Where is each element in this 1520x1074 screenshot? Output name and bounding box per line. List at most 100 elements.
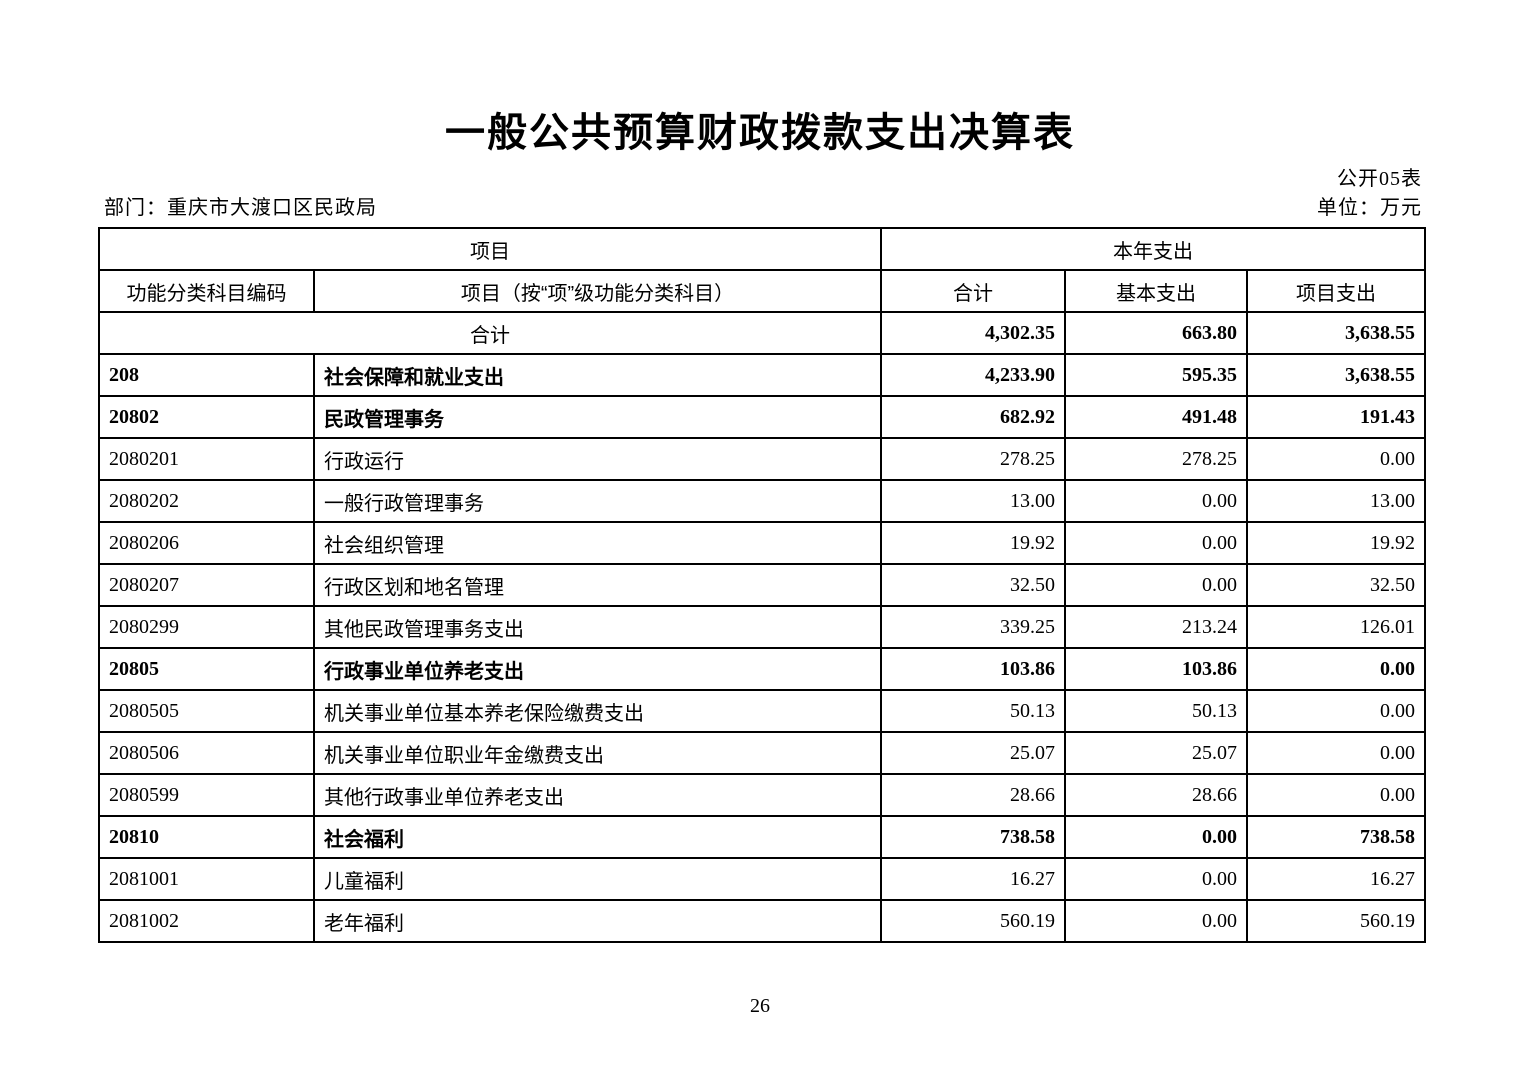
header-column-row: 功能分类科目编码 项目（按“项”级功能分类科目） 合计 基本支出 项目支出 <box>98 269 1427 313</box>
table-row: 2080506 机关事业单位职业年金缴费支出 25.07 25.07 0.00 <box>98 731 1427 775</box>
cell-total: 682.92 <box>880 395 1066 439</box>
cell-total: 4,233.90 <box>880 353 1066 397</box>
cell-basic: 0.00 <box>1064 899 1248 943</box>
cell-item: 一般行政管理事务 <box>313 479 882 523</box>
cell-total: 19.92 <box>880 521 1066 565</box>
cell-item: 行政区划和地名管理 <box>313 563 882 607</box>
cell-total: 278.25 <box>880 437 1066 481</box>
cell-total: 339.25 <box>880 605 1066 649</box>
cell-project: 3,638.55 <box>1245 353 1427 397</box>
cell-code: 2080599 <box>98 773 315 817</box>
cell-total: 28.66 <box>880 773 1066 817</box>
cell-project: 13.00 <box>1245 479 1427 523</box>
cell-total: 103.86 <box>880 647 1066 691</box>
cell-code: 2081002 <box>98 899 315 943</box>
table-row: 2081001 儿童福利 16.27 0.00 16.27 <box>98 857 1427 901</box>
cell-code: 208 <box>98 353 315 397</box>
cell-project: 19.92 <box>1245 521 1427 565</box>
header-code-column: 功能分类科目编码 <box>98 269 315 313</box>
table-row: 2080299 其他民政管理事务支出 339.25 213.24 126.01 <box>98 605 1427 649</box>
cell-basic: 213.24 <box>1064 605 1248 649</box>
cell-code: 2080505 <box>98 689 315 733</box>
cell-total: 50.13 <box>880 689 1066 733</box>
cell-basic: 595.35 <box>1064 353 1248 397</box>
cell-item: 社会福利 <box>313 815 882 859</box>
cell-project: 191.43 <box>1245 395 1427 439</box>
total-row-label: 合计 <box>98 311 882 355</box>
cell-item: 其他行政事业单位养老支出 <box>313 773 882 817</box>
cell-code: 2080202 <box>98 479 315 523</box>
header-project-column: 项目支出 <box>1245 269 1427 313</box>
cell-project: 0.00 <box>1245 773 1427 817</box>
cell-project: 0.00 <box>1245 689 1427 733</box>
table-row: 2080505 机关事业单位基本养老保险缴费支出 50.13 50.13 0.0… <box>98 689 1427 733</box>
cell-basic: 0.00 <box>1064 521 1248 565</box>
cell-total: 738.58 <box>880 815 1066 859</box>
budget-table: 项目 本年支出 功能分类科目编码 项目（按“项”级功能分类科目） 合计 基本支出… <box>98 227 1427 943</box>
cell-project: 0.00 <box>1245 437 1427 481</box>
cell-code: 20802 <box>98 395 315 439</box>
cell-total: 32.50 <box>880 563 1066 607</box>
total-row-total: 4,302.35 <box>880 311 1066 355</box>
cell-code: 2081001 <box>98 857 315 901</box>
table-row: 208 社会保障和就业支出 4,233.90 595.35 3,638.55 <box>98 353 1427 397</box>
department-label: 部门：重庆市大渡口区民政局 <box>104 197 377 219</box>
cell-item: 机关事业单位基本养老保险缴费支出 <box>313 689 882 733</box>
header-basic-column: 基本支出 <box>1064 269 1248 313</box>
cell-item: 行政事业单位养老支出 <box>313 647 882 691</box>
table-row: 20810 社会福利 738.58 0.00 738.58 <box>98 815 1427 859</box>
cell-total: 25.07 <box>880 731 1066 775</box>
cell-basic: 25.07 <box>1064 731 1248 775</box>
cell-code: 2080206 <box>98 521 315 565</box>
cell-basic: 0.00 <box>1064 815 1248 859</box>
cell-item: 其他民政管理事务支出 <box>313 605 882 649</box>
cell-code: 2080506 <box>98 731 315 775</box>
cell-project: 16.27 <box>1245 857 1427 901</box>
header-current-year-group: 本年支出 <box>879 227 1427 271</box>
cell-project: 126.01 <box>1245 605 1427 649</box>
table-row: 20802 民政管理事务 682.92 491.48 191.43 <box>98 395 1427 439</box>
total-row-basic: 663.80 <box>1064 311 1248 355</box>
cell-code: 2080201 <box>98 437 315 481</box>
cell-project: 32.50 <box>1245 563 1427 607</box>
cell-basic: 491.48 <box>1064 395 1248 439</box>
total-row: 合计 4,302.35 663.80 3,638.55 <box>98 311 1427 355</box>
table-row: 20805 行政事业单位养老支出 103.86 103.86 0.00 <box>98 647 1427 691</box>
cell-item: 儿童福利 <box>313 857 882 901</box>
cell-item: 老年福利 <box>313 899 882 943</box>
cell-project: 738.58 <box>1245 815 1427 859</box>
table-row: 2080202 一般行政管理事务 13.00 0.00 13.00 <box>98 479 1427 523</box>
cell-project: 0.00 <box>1245 647 1427 691</box>
cell-basic: 28.66 <box>1064 773 1248 817</box>
cell-code: 2080299 <box>98 605 315 649</box>
cell-basic: 0.00 <box>1064 479 1248 523</box>
header-total-column: 合计 <box>880 269 1066 313</box>
page-number: 26 <box>750 995 770 1017</box>
cell-basic: 50.13 <box>1064 689 1248 733</box>
cell-basic: 103.86 <box>1064 647 1248 691</box>
table-row: 2081002 老年福利 560.19 0.00 560.19 <box>98 899 1427 943</box>
cell-total: 16.27 <box>880 857 1066 901</box>
cell-item: 机关事业单位职业年金缴费支出 <box>313 731 882 775</box>
cell-item: 社会保障和就业支出 <box>313 353 882 397</box>
form-number-note: 公开05表 <box>1337 168 1422 190</box>
cell-basic: 0.00 <box>1064 857 1248 901</box>
header-item-group: 项目 <box>98 227 882 271</box>
unit-label: 单位：万元 <box>1317 197 1422 219</box>
total-row-project: 3,638.55 <box>1245 311 1427 355</box>
cell-total: 560.19 <box>880 899 1066 943</box>
cell-item: 行政运行 <box>313 437 882 481</box>
cell-code: 2080207 <box>98 563 315 607</box>
table-row: 2080599 其他行政事业单位养老支出 28.66 28.66 0.00 <box>98 773 1427 817</box>
table-row: 2080206 社会组织管理 19.92 0.00 19.92 <box>98 521 1427 565</box>
table-row: 2080207 行政区划和地名管理 32.50 0.00 32.50 <box>98 563 1427 607</box>
page-title: 一般公共预算财政拨款支出决算表 <box>445 111 1075 155</box>
cell-project: 0.00 <box>1245 731 1427 775</box>
header-item-column: 项目（按“项”级功能分类科目） <box>313 269 882 313</box>
cell-code: 20810 <box>98 815 315 859</box>
cell-basic: 278.25 <box>1064 437 1248 481</box>
table-row: 2080201 行政运行 278.25 278.25 0.00 <box>98 437 1427 481</box>
cell-total: 13.00 <box>880 479 1066 523</box>
cell-item: 民政管理事务 <box>313 395 882 439</box>
